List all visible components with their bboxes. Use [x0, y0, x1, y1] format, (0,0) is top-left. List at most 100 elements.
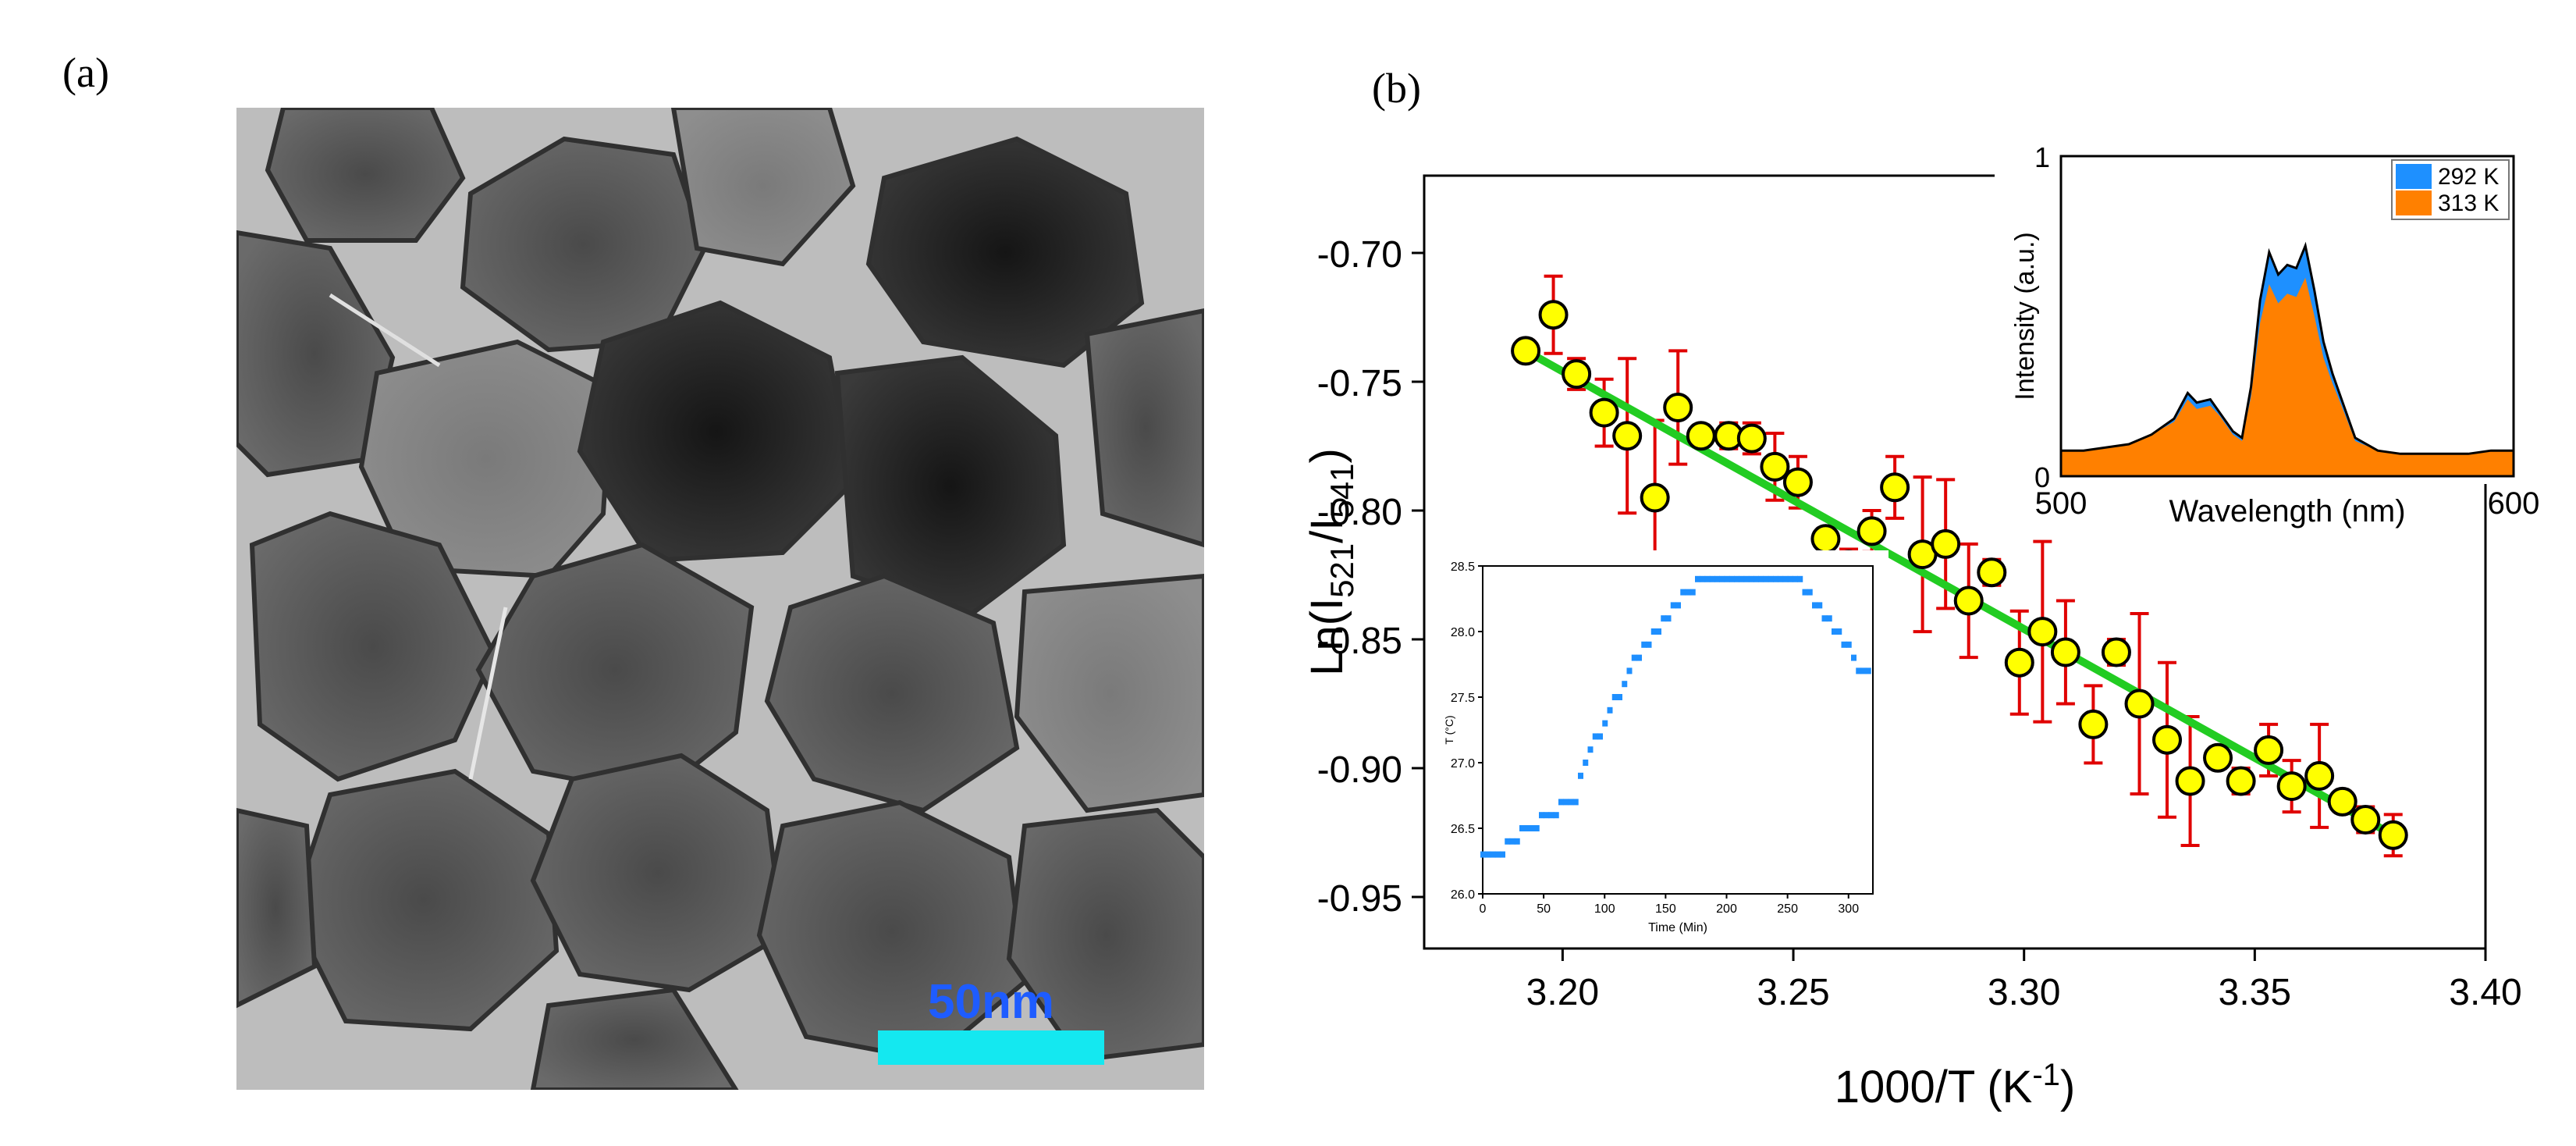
data-point — [1736, 423, 1767, 454]
data-point — [2101, 637, 2131, 667]
temperature-y-axis-label: T (°C) — [1443, 715, 1455, 744]
temperature-point — [1539, 812, 1544, 819]
temperature-point — [1675, 602, 1681, 609]
spectrum-axes: 500 600 0 1 — [2034, 141, 2539, 521]
temperature-x-axis-label: Time (Min) — [1648, 921, 1707, 934]
temperature-y-tick-label: 28.0 — [1451, 626, 1475, 639]
temperature-point — [1832, 628, 1837, 635]
temperature-point — [1617, 694, 1622, 700]
main-x-tick-label: 3.25 — [1757, 972, 1829, 1013]
data-point — [2254, 735, 2284, 765]
temperature-point — [1714, 575, 1720, 582]
data-point — [1511, 336, 1541, 366]
temperature-y-tick-label: 26.0 — [1451, 888, 1475, 902]
main-y-tick-label: -0.95 — [1317, 878, 1402, 920]
spectrum-y-axis-label: Intensity (a.u.) — [2010, 232, 2040, 400]
spectrum-area-313k — [2061, 277, 2514, 476]
temperature-inset-background — [1436, 550, 1888, 941]
main-y-axis-label: Ln(I521/I541) — [1302, 448, 1360, 676]
main-x-tick-label: 3.35 — [2219, 972, 2291, 1013]
temperature-point — [1836, 628, 1842, 635]
data-point — [1931, 529, 1961, 559]
temperature-point — [1602, 720, 1608, 727]
main-y-tick-label: -0.80 — [1317, 492, 1402, 533]
spectrum-x-axis-label: Wavelength (nm) — [2169, 494, 2405, 529]
spectrum-frame — [2059, 155, 2515, 478]
data-point — [1782, 467, 1813, 497]
temperature-point — [1851, 654, 1856, 661]
temperature-point — [1611, 694, 1618, 700]
data-point — [2350, 805, 2381, 835]
main-x-tick-label: 3.30 — [1988, 972, 2060, 1013]
temperature-point — [1500, 851, 1505, 858]
temperature-point — [1793, 575, 1798, 582]
temperature-point — [1846, 641, 1852, 648]
temperature-point — [1797, 575, 1803, 582]
temperature-y-tick-label: 27.5 — [1451, 692, 1475, 705]
data-point — [1977, 557, 2007, 588]
data-point — [2004, 647, 2034, 678]
temperature-point — [1709, 575, 1715, 582]
temperature-point — [1607, 706, 1613, 714]
temperature-point — [1695, 575, 1700, 582]
temperature-point — [1572, 799, 1579, 806]
data-point — [1856, 516, 1887, 546]
data-point — [2203, 742, 2233, 773]
temperature-point — [1529, 825, 1535, 831]
temperature-point — [1650, 628, 1657, 635]
temperature-point — [1782, 575, 1789, 582]
temperature-point — [1622, 681, 1628, 688]
main-y-axis: -0.70 -0.75 -0.80 -0.85 -0.90 -0.95 — [1317, 234, 1424, 920]
main-x-tick-label: 3.40 — [2449, 972, 2521, 1013]
temperature-point — [1743, 575, 1750, 582]
temperature-point — [1734, 575, 1739, 582]
data-point — [2175, 766, 2205, 796]
temperature-point — [1665, 615, 1672, 622]
main-y-tick-label: -0.75 — [1317, 363, 1402, 404]
data-point — [2078, 709, 2109, 739]
data-point — [1538, 300, 1569, 330]
temperature-point — [1485, 851, 1491, 858]
temperature-point — [1680, 589, 1686, 596]
scale-bar-label: 50nm — [928, 975, 1054, 1029]
data-point — [1810, 524, 1841, 554]
temperature-point — [1739, 575, 1745, 582]
main-x-axis: 3.20 3.25 3.30 3.35 3.40 — [1526, 948, 2522, 1013]
temperature-axes: 0 50 100 150 200 250 300 26.0 26.5 27.0 27.5 28.0 28… — [1451, 561, 1859, 916]
temperature-point — [1578, 772, 1583, 779]
temperature-point — [1768, 575, 1774, 582]
temperature-x-tick-label: 250 — [1777, 902, 1798, 916]
legend-label-313k: 313 K — [2438, 190, 2499, 216]
main-y-tick-label: -0.90 — [1317, 749, 1402, 791]
temperature-x-tick-label: 0 — [1480, 902, 1487, 916]
main-x-tick-label: 3.20 — [1526, 972, 1599, 1013]
temperature-point — [1583, 760, 1589, 766]
temperature-inset: 0 50 100 150 200 250 300 26.0 26.5 27.0 27.5 28.0 28… — [1436, 550, 1888, 941]
temperature-point — [1758, 575, 1764, 582]
data-point — [2226, 766, 2256, 796]
temperature-point — [1719, 575, 1725, 582]
data-point — [1663, 393, 1693, 422]
temperature-point — [1704, 575, 1711, 582]
temperature-point — [1778, 575, 1784, 582]
temperature-point — [1641, 641, 1647, 648]
temperature-y-tick-label: 26.5 — [1451, 823, 1475, 836]
panel-label-b: (b) — [1372, 65, 1421, 112]
data-point — [1562, 359, 1592, 390]
temperature-point — [1514, 838, 1520, 845]
temperature-point — [1812, 602, 1817, 609]
data-point — [2027, 617, 2058, 647]
temperature-point — [1592, 733, 1598, 740]
temperature-point — [1519, 825, 1525, 831]
spectrum-legend: 292 K 313 K — [2391, 159, 2510, 220]
temperature-point — [1656, 628, 1661, 635]
legend-label-292k: 292 K — [2438, 164, 2499, 190]
data-point — [2378, 820, 2408, 850]
temperature-data-points — [1480, 575, 1871, 858]
main-x-axis-label: 1000/T (K-1) — [1835, 1058, 2076, 1112]
nanoparticles — [236, 108, 1204, 1090]
main-plot: -0.70-0.75-0.80-0.85-0.90-0.95 3.20 3.25 3… — [1302, 174, 2522, 1112]
temperature-point — [1553, 812, 1559, 819]
temperature-point — [1544, 812, 1550, 819]
